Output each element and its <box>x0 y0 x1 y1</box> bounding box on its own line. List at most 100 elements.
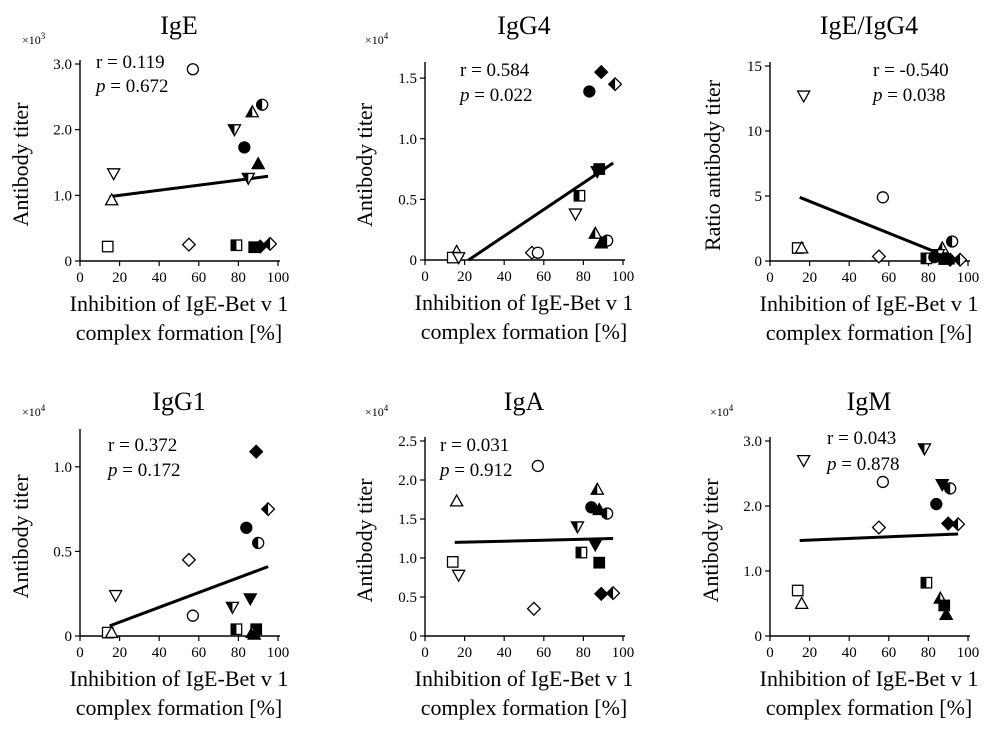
x-tick-label: 0 <box>421 645 429 661</box>
data-point <box>106 168 121 182</box>
p-value-label: p <box>106 460 118 481</box>
axis-multiplier-exponent: 3 <box>41 31 46 41</box>
x-tick-label: 40 <box>152 270 167 286</box>
data-point <box>950 516 966 532</box>
p-value: p = 0.038 <box>871 85 945 106</box>
data-point <box>871 520 887 535</box>
axis-multiplier-exponent: 4 <box>384 31 389 41</box>
data-point <box>526 601 542 616</box>
marker-half-fill <box>953 253 961 267</box>
y-tick-label: 0 <box>755 254 763 270</box>
axis-multiplier: ×104 <box>365 403 389 419</box>
p-value-label: p <box>458 85 470 106</box>
marker-half-fill <box>608 77 616 91</box>
x-tick-label: 20 <box>457 645 472 661</box>
data-point <box>245 104 260 118</box>
chart-title: IgE <box>160 11 198 40</box>
y-tick-label: 3.0 <box>53 57 72 73</box>
data-point <box>449 493 464 507</box>
data-point <box>590 165 605 179</box>
marker-half-fill <box>606 586 614 600</box>
p-value: p = 0.022 <box>458 85 532 106</box>
p-value-label: p <box>94 76 106 97</box>
marker-half-fill <box>231 624 237 635</box>
x-tick-label: 100 <box>612 269 635 285</box>
x-axis-label-line-2: complex formation [%] <box>76 320 283 345</box>
data-point <box>251 156 266 170</box>
axis-multiplier: ×104 <box>22 403 46 419</box>
x-tick-label: 0 <box>766 270 774 286</box>
x-tick-label: 60 <box>881 270 896 286</box>
regression-line <box>799 195 959 263</box>
marker-half-fill <box>261 502 269 516</box>
x-tick-label: 60 <box>191 645 206 661</box>
data-point <box>104 625 119 639</box>
y-tick-label: 2.0 <box>53 123 72 139</box>
data-point <box>946 235 959 248</box>
data-point <box>605 585 621 601</box>
y-axis-label: Antibody titer <box>8 474 33 599</box>
x-axis-label-line-2: complex formation [%] <box>421 695 628 720</box>
y-tick-label: 3.0 <box>743 434 762 450</box>
x-tick-label: 0 <box>766 645 774 661</box>
data-point <box>446 556 459 568</box>
data-point <box>871 249 887 264</box>
data-point <box>186 609 200 622</box>
p-value-label: p <box>871 85 883 106</box>
chart-title: IgE/IgG4 <box>820 11 918 40</box>
x-axis-label-line-1: Inhibition of IgE-Bet v 1 <box>760 666 979 691</box>
y-tick-label: 5 <box>755 189 763 205</box>
x-tick-label: 100 <box>957 645 980 661</box>
y-tick-label: 10 <box>747 124 762 140</box>
y-tick-label: 1.5 <box>398 512 417 528</box>
x-tick-label: 60 <box>191 270 206 286</box>
data-point <box>601 507 614 520</box>
marker-half-fill <box>576 547 582 558</box>
p-value: p = 0.878 <box>825 454 899 475</box>
data-points <box>101 444 276 640</box>
y-axis-label: Antibody titer <box>352 102 377 227</box>
regression-line <box>109 565 269 628</box>
data-point <box>241 172 256 186</box>
marker-half-fill <box>601 508 608 520</box>
axis-multiplier-base: ×10 <box>365 33 384 47</box>
correlation-r: r = 0.119 <box>96 52 165 73</box>
marker-half-fill <box>591 483 598 495</box>
data-point <box>186 63 200 76</box>
data-point <box>575 546 588 559</box>
data-point <box>928 250 941 264</box>
x-tick-label: 20 <box>457 269 472 285</box>
x-axis-label-line-1: Inhibition of IgE-Bet v 1 <box>70 666 289 691</box>
axis-multiplier-exponent: 4 <box>729 403 734 413</box>
data-points <box>101 63 278 254</box>
x-tick-label: 40 <box>497 645 512 661</box>
correlation-r: r = 0.372 <box>108 435 177 456</box>
data-point <box>594 235 609 249</box>
p-value-number: = 0.172 <box>118 460 181 481</box>
x-tick-label: 20 <box>802 645 817 661</box>
marker-half-fill <box>226 602 233 614</box>
y-tick-label: 0 <box>755 629 763 645</box>
data-point <box>794 240 809 254</box>
axis-multiplier-base: ×10 <box>22 33 41 47</box>
chart-title: IgG4 <box>497 11 550 40</box>
marker-half-fill <box>263 237 271 251</box>
data-point <box>101 240 114 253</box>
data-point <box>944 482 957 495</box>
p-value-number: = 0.022 <box>470 85 533 106</box>
y-tick-label: 2.0 <box>743 499 762 515</box>
marker-half-fill <box>231 240 237 251</box>
axis-multiplier-base: ×10 <box>22 405 41 419</box>
y-tick-label: 0 <box>65 629 73 645</box>
data-point <box>227 124 242 138</box>
p-value-number: = 0.912 <box>450 460 513 481</box>
data-point <box>573 189 586 202</box>
data-point <box>876 191 890 204</box>
y-tick-label: 0 <box>65 254 73 270</box>
x-tick-label: 0 <box>76 645 84 661</box>
x-tick-label: 60 <box>536 645 551 661</box>
data-points <box>446 459 621 616</box>
data-point <box>243 593 258 607</box>
data-points <box>791 443 966 621</box>
data-point <box>248 444 264 459</box>
